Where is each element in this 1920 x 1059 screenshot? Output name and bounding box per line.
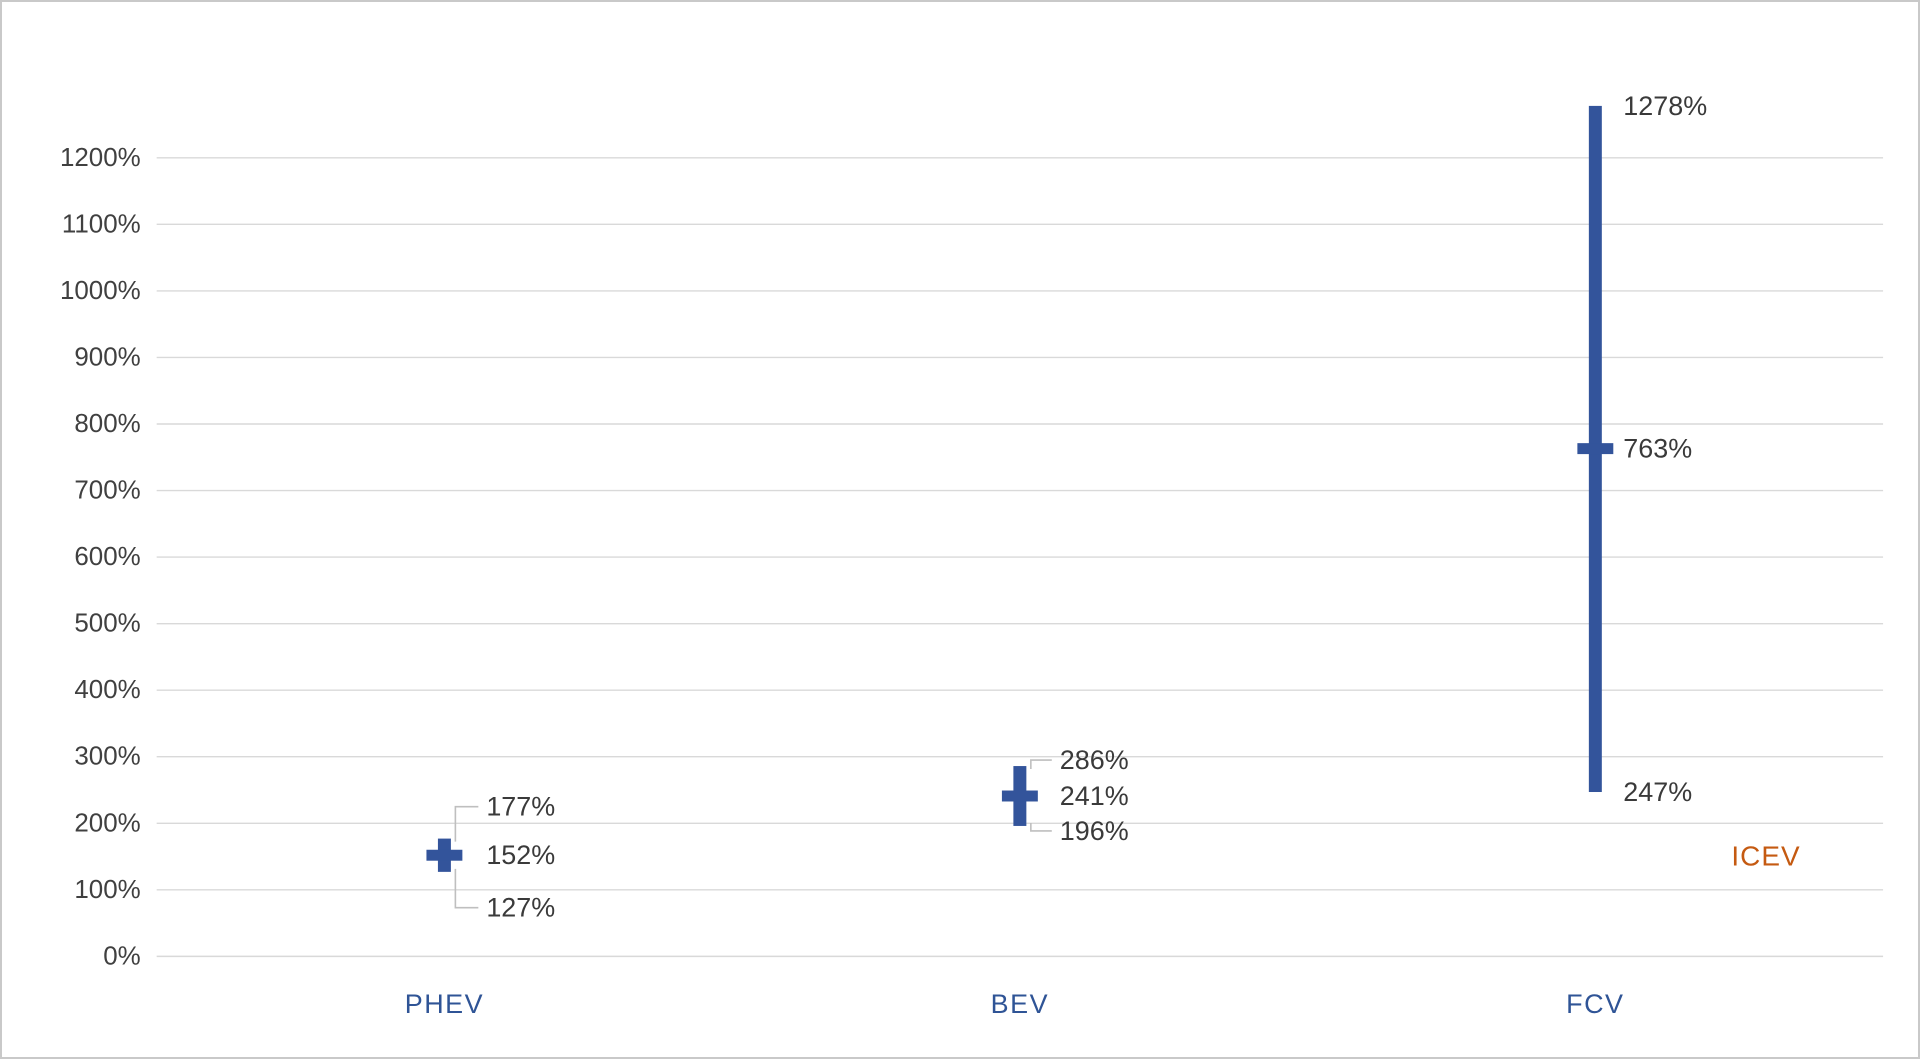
y-tick-label: 600% bbox=[74, 543, 140, 571]
category-label-fcv: FCV bbox=[1566, 989, 1624, 1019]
y-tick-label: 400% bbox=[74, 676, 140, 704]
y-tick-label: 700% bbox=[74, 477, 140, 505]
data-label-low-phev: 127% bbox=[486, 893, 555, 923]
y-tick-label: 300% bbox=[74, 743, 140, 771]
y-tick-label: 800% bbox=[74, 410, 140, 438]
y-tick-label: 1100% bbox=[62, 210, 141, 238]
data-label-high-bev: 286% bbox=[1060, 745, 1129, 775]
y-tick-label: 0% bbox=[103, 942, 140, 970]
data-label-mid-phev: 152% bbox=[486, 840, 555, 870]
leader-line-high-phev bbox=[454, 805, 479, 842]
y-tick-label: 900% bbox=[74, 343, 140, 371]
y-tick-label: 1200% bbox=[60, 144, 141, 172]
data-label-high-phev: 177% bbox=[486, 792, 555, 822]
mid-marker-fcv bbox=[1577, 443, 1614, 455]
mid-marker-bev bbox=[1001, 790, 1038, 802]
category-label-bev: BEV bbox=[991, 989, 1049, 1019]
y-tick-label: 200% bbox=[74, 809, 140, 837]
leader-line-low-bev bbox=[1030, 822, 1052, 832]
y-tick-label: 1000% bbox=[60, 277, 141, 305]
data-label-mid-bev: 241% bbox=[1060, 781, 1129, 811]
leader-line-low-phev bbox=[454, 868, 479, 909]
data-label-mid-fcv: 763% bbox=[1623, 434, 1692, 464]
leader-line-high-bev bbox=[1030, 759, 1052, 770]
y-tick-label: 100% bbox=[74, 876, 140, 904]
data-label-high-fcv: 1278% bbox=[1623, 91, 1707, 121]
mid-marker-phev bbox=[426, 849, 463, 861]
annotation-icev: ICEV bbox=[1731, 840, 1800, 871]
data-label-low-bev: 196% bbox=[1060, 816, 1129, 846]
y-tick-label: 500% bbox=[74, 610, 140, 638]
category-label-phev: PHEV bbox=[405, 989, 484, 1019]
data-label-low-fcv: 247% bbox=[1623, 777, 1692, 807]
